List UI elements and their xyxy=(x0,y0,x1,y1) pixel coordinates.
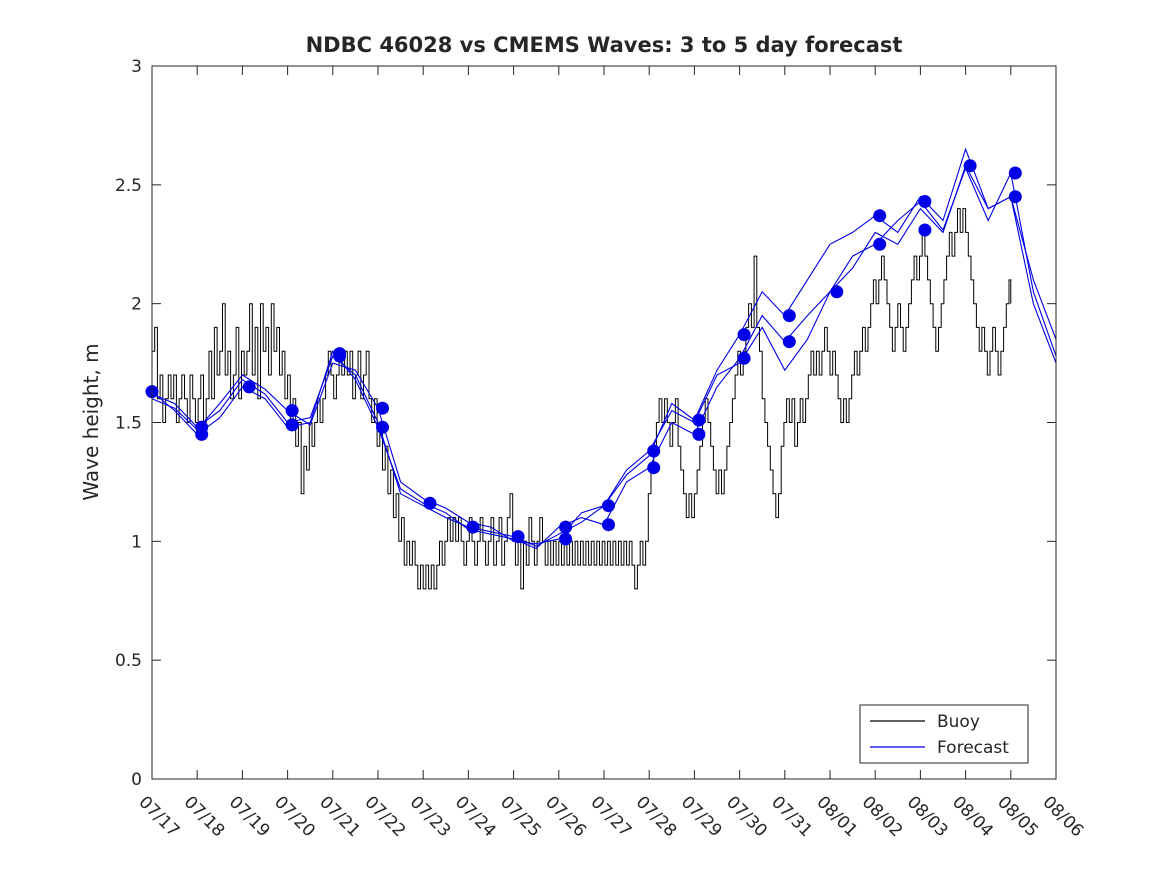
forecast-marker-point xyxy=(1008,166,1022,180)
forecast-marker-point xyxy=(466,520,480,534)
forecast-marker-point xyxy=(692,427,706,441)
legend-label-forecast: Forecast xyxy=(937,738,1009,758)
forecast-marker-point xyxy=(333,349,347,363)
y-tick-label: 0.5 xyxy=(115,651,142,671)
y-tick-label: 0 xyxy=(131,770,142,790)
forecast-marker-point xyxy=(559,520,573,534)
plot-area xyxy=(145,147,1057,590)
forecast-marker-point xyxy=(782,335,796,349)
forecast-marker-point xyxy=(242,380,256,394)
forecast-marker-point xyxy=(559,532,573,546)
forecast-marker-point xyxy=(376,420,389,434)
forecast-marker-point xyxy=(511,530,525,544)
legend-box xyxy=(859,704,1029,764)
forecast-marker-point xyxy=(376,401,389,415)
forecast-marker-point xyxy=(782,309,796,323)
legend-label-buoy: Buoy xyxy=(937,712,980,732)
y-tick-label: 1.5 xyxy=(115,414,142,434)
forecast-marker-point xyxy=(602,499,615,513)
forecast-marker-point xyxy=(830,285,844,299)
y-tick-label: 1 xyxy=(131,532,142,552)
forecast-marker-point xyxy=(873,209,887,223)
chart-title: NDBC 46028 vs CMEMS Waves: 3 to 5 day fo… xyxy=(306,33,903,57)
forecast-marker-point xyxy=(1008,190,1022,204)
forecast-marker-point xyxy=(195,427,209,441)
y-axis-label: Wave height, m xyxy=(79,343,103,500)
y-tick-label: 3 xyxy=(131,57,142,77)
y-tick-label: 2.5 xyxy=(115,176,142,196)
forecast-marker-point xyxy=(647,461,661,475)
forecast-marker-point xyxy=(692,413,706,427)
forecast-marker-point xyxy=(963,159,977,173)
y-tick-label: 2 xyxy=(131,295,142,315)
buoy-series-line xyxy=(152,208,1012,590)
forecast-marker-point xyxy=(285,418,299,432)
forecast-marker-point xyxy=(647,444,661,458)
legend: Buoy Forecast xyxy=(859,704,1029,764)
forecast-marker-point xyxy=(423,496,437,510)
forecast-marker-point xyxy=(873,237,887,251)
forecast-marker-point xyxy=(285,404,299,418)
forecast-marker-point xyxy=(737,328,751,342)
forecast-marker-point xyxy=(602,518,615,532)
forecast-marker-point xyxy=(918,195,932,208)
forecast-marker-point xyxy=(737,351,751,365)
forecast-marker-point xyxy=(918,223,932,237)
